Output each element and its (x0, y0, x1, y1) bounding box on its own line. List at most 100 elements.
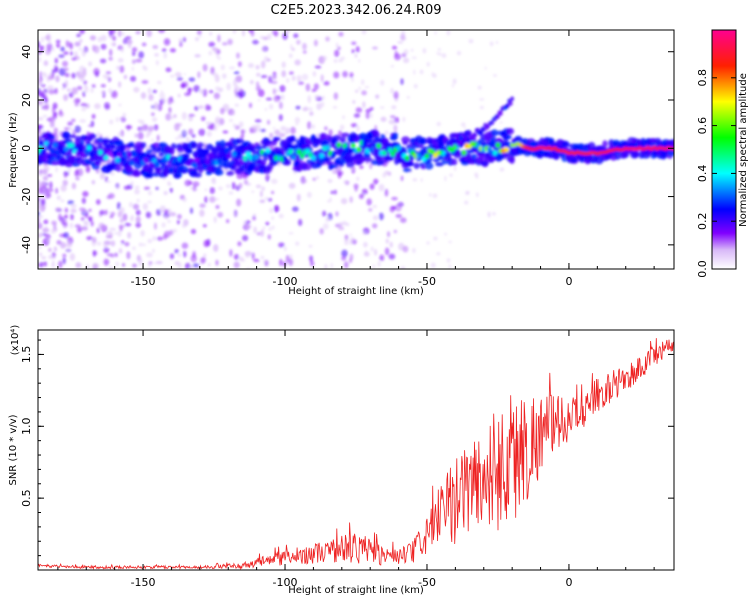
spectrogram-noise-blob (116, 185, 120, 190)
spectrogram-noise-blob (58, 260, 63, 269)
spectrogram-noise-blob (38, 179, 41, 187)
spectrogram-noise-blob (56, 240, 62, 245)
spectrogram-ridge-halo (370, 159, 378, 166)
spectrogram-noise-blob (110, 90, 118, 99)
spectrogram-noise-blob (349, 196, 353, 204)
spectrogram-noise-blob (372, 46, 378, 50)
spectrogram-noise-blob (271, 178, 278, 185)
spectrogram-noise-blob (295, 241, 300, 246)
spectrogram-noise-blob (371, 223, 378, 229)
spectrogram-ridge-halo (480, 161, 489, 167)
spectrogram-noise-blob (356, 176, 360, 182)
spectrogram-noise-blob (302, 107, 308, 112)
spectrogram-noise-blob (54, 207, 61, 212)
spectrogram-noise-blob (354, 89, 359, 93)
spectrogram-noise-blob (203, 239, 210, 248)
spectrogram-noise-blob (286, 77, 290, 83)
spectrogram-noise-blob (43, 219, 49, 225)
spectrogram-noise-blob (62, 257, 66, 265)
spectrogram-noise-blob (156, 134, 160, 142)
spectrogram-noise-blob (268, 226, 272, 232)
spectrogram-noise-blob (247, 62, 255, 69)
spectrogram-noise-blob (345, 222, 350, 227)
spectrogram-noise-blob (332, 169, 339, 175)
spectrogram-ridge-halo (420, 165, 427, 170)
spectrogram-noise-blob (88, 208, 92, 212)
spectrogram-noise-blob (384, 188, 389, 197)
spectrogram-noise-blob (143, 186, 151, 190)
spectrogram-noise-blob (173, 114, 177, 118)
spectrogram-noise-blob (384, 130, 389, 135)
spectrogram-noise-blob (155, 260, 163, 265)
spectrogram-noise-blob (355, 107, 363, 113)
spectrogram-noise-blob (58, 54, 65, 58)
spectrogram-ridge-core (132, 151, 137, 158)
spectrogram-ridge-core (373, 147, 379, 153)
spectrogram-noise-blob (155, 186, 159, 191)
spectrogram-noise-blob (217, 211, 224, 218)
spectrogram-noise-blob (444, 175, 447, 182)
spectrogram-noise-blob (113, 232, 118, 235)
spectrogram-noise-blob (213, 216, 217, 223)
spectrogram-noise-blob (245, 220, 251, 225)
spectrogram-noise-blob (88, 61, 93, 67)
spectrogram-noise-blob (402, 37, 407, 41)
spectrogram-noise-blob (64, 207, 69, 213)
spectrogram-noise-blob (63, 232, 69, 239)
spectrogram-ridge-core (174, 161, 180, 167)
spectrogram-ridge-core (254, 154, 260, 160)
spectrogram-noise-blob (208, 90, 214, 94)
spectrogram-noise-blob (62, 253, 67, 257)
snr-x-tick-label: -50 (418, 576, 436, 589)
spectrogram-noise-blob (48, 255, 53, 260)
spectrogram-ridge-halo (471, 153, 478, 160)
spectrogram-noise-blob (100, 84, 106, 88)
spectrogram-noise-blob (259, 190, 263, 198)
spectrogram-noise-blob (148, 261, 153, 265)
spectrogram-noise-blob (362, 232, 366, 235)
spectrogram-noise-blob (53, 76, 59, 80)
spectrogram-noise-blob (110, 211, 116, 217)
spectrogram-ridge-halo (424, 162, 434, 170)
spectrogram-noise-blob (259, 128, 266, 133)
spectrogram-noise-blob (207, 262, 211, 267)
spectrogram-noise-blob (238, 121, 244, 128)
spectrogram-noise-blob (38, 117, 44, 121)
spectrogram-ridge-halo (419, 139, 428, 145)
spectrogram-noise-blob (96, 227, 100, 234)
snr-y-axis-label: SNR (10 * v/v) (8, 414, 19, 485)
spectrogram-noise-blob (68, 92, 74, 98)
spectrogram-noise-blob (368, 207, 373, 212)
spectrogram-noise-blob (64, 72, 70, 78)
spectrogram-noise-blob (342, 70, 348, 78)
spectrogram-noise-blob (268, 133, 274, 140)
spectrogram-noise-blob (114, 252, 118, 258)
spectrogram-branch-blob (473, 132, 478, 138)
spectrogram-ridge-halo (375, 155, 384, 162)
spectrogram-noise-blob (214, 119, 220, 125)
snr-series-line (38, 338, 674, 570)
snr-frame (37, 329, 675, 571)
spectrogram-noise-blob (363, 241, 368, 248)
spectrogram-noise-blob (194, 106, 199, 111)
spectrogram-noise-blob (388, 253, 396, 260)
spectrogram-noise-blob (487, 211, 491, 217)
spectrogram-noise-blob (269, 207, 274, 214)
spectrogram-ridge-halo (219, 139, 226, 148)
spectrogram-noise-blob (257, 89, 265, 98)
spectrogram-y-tick-label: 0 (20, 145, 33, 152)
spectrogram-noise-blob (212, 72, 218, 78)
spectrogram-branch-blob (508, 101, 513, 106)
spectrogram-noise-blob (117, 230, 122, 237)
spectrogram-ridge-core (171, 158, 177, 164)
spectrogram-noise-blob (307, 95, 312, 104)
spectrogram-noise-blob (373, 178, 379, 185)
spectrogram-ridge-core (418, 149, 424, 155)
spectrogram-noise-blob (61, 60, 69, 67)
spectrogram-ridge-halo (491, 129, 499, 137)
spectrogram-ridge-halo (170, 143, 178, 150)
spectrogram-noise-blob (451, 84, 455, 88)
spectrogram-noise-blob (259, 35, 265, 40)
spectrogram-noise-blob (358, 193, 364, 200)
spectrogram-noise-blob (306, 191, 312, 198)
